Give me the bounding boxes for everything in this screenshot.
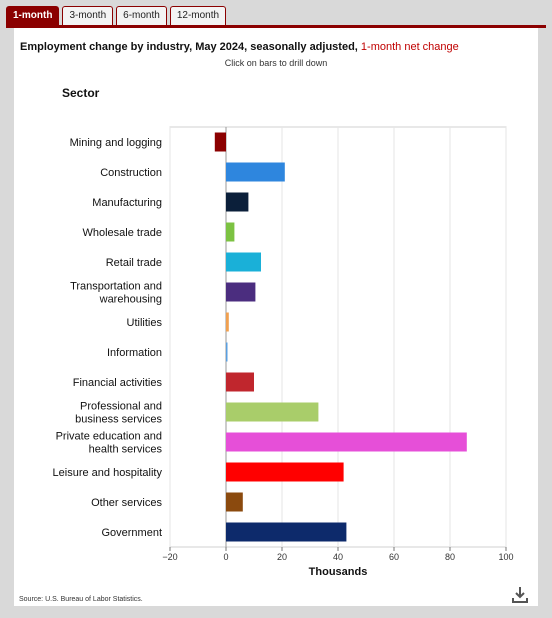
category-label[interactable]: Government <box>101 527 162 539</box>
chart-title-highlight: 1-month net change <box>360 41 459 53</box>
bar[interactable] <box>226 492 243 512</box>
tab-1-month[interactable]: 1-month <box>6 6 60 26</box>
category-label[interactable]: Transportation and warehousing <box>70 281 162 306</box>
category-label[interactable]: Manufacturing <box>92 197 162 209</box>
period-tabs: 1-month 3-month 6-month 12-month <box>6 6 227 26</box>
chart-title-main: Employment change by industry, May 2024,… <box>20 41 361 53</box>
tab-12-month[interactable]: 12-month <box>169 6 227 26</box>
x-tick-label: 80 <box>445 552 455 562</box>
x-tick-label: 40 <box>333 552 343 562</box>
category-label[interactable]: Leisure and hospitality <box>53 467 163 479</box>
tab-3-month[interactable]: 3-month <box>62 6 114 26</box>
x-tick-label: 60 <box>389 552 399 562</box>
bar[interactable] <box>226 222 235 242</box>
tab-underline <box>6 25 546 28</box>
chart-panel: Employment change by industry, May 2024,… <box>14 28 538 606</box>
category-label[interactable]: Other services <box>91 497 162 509</box>
x-axis-label: Thousands <box>309 566 368 578</box>
bar[interactable] <box>214 132 226 152</box>
category-label[interactable]: Financial activities <box>73 377 163 389</box>
category-label[interactable]: Retail trade <box>106 257 162 269</box>
bar[interactable] <box>226 282 256 302</box>
x-tick-label: 100 <box>498 552 513 562</box>
category-label[interactable]: Mining and logging <box>70 137 162 149</box>
x-tick-label: 20 <box>277 552 287 562</box>
bar-chart: −20 0 20 40 60 80 100 Thousands Mining and loggi… <box>53 126 514 578</box>
bar[interactable] <box>226 342 228 362</box>
bar[interactable] <box>226 312 229 332</box>
tab-6-month[interactable]: 6-month <box>116 6 167 26</box>
category-label[interactable]: Professional and business services <box>75 401 162 426</box>
bar[interactable] <box>226 162 285 182</box>
x-tick-label: 0 <box>223 552 228 562</box>
category-label[interactable]: Wholesale trade <box>83 227 163 239</box>
x-tick-label: −20 <box>162 552 177 562</box>
bar[interactable] <box>226 192 249 212</box>
source-note: Source: U.S. Bureau of Labor Statistics. <box>19 596 143 603</box>
bar[interactable] <box>226 372 254 392</box>
category-label[interactable]: Construction <box>100 167 162 179</box>
chart-title: Employment change by industry, May 2024,… <box>14 41 538 53</box>
download-icon[interactable] <box>512 586 528 604</box>
chart-subtitle: Click on bars to drill down <box>224 58 328 68</box>
category-label[interactable]: Utilities <box>127 317 163 329</box>
sector-header: Sector <box>62 86 100 100</box>
category-label[interactable]: Information <box>107 347 162 359</box>
bar[interactable] <box>226 432 467 452</box>
bar[interactable] <box>226 252 261 272</box>
category-label[interactable]: Private education and health services <box>56 431 163 456</box>
bar[interactable] <box>226 462 344 482</box>
bar[interactable] <box>226 522 347 542</box>
bar[interactable] <box>226 402 319 422</box>
